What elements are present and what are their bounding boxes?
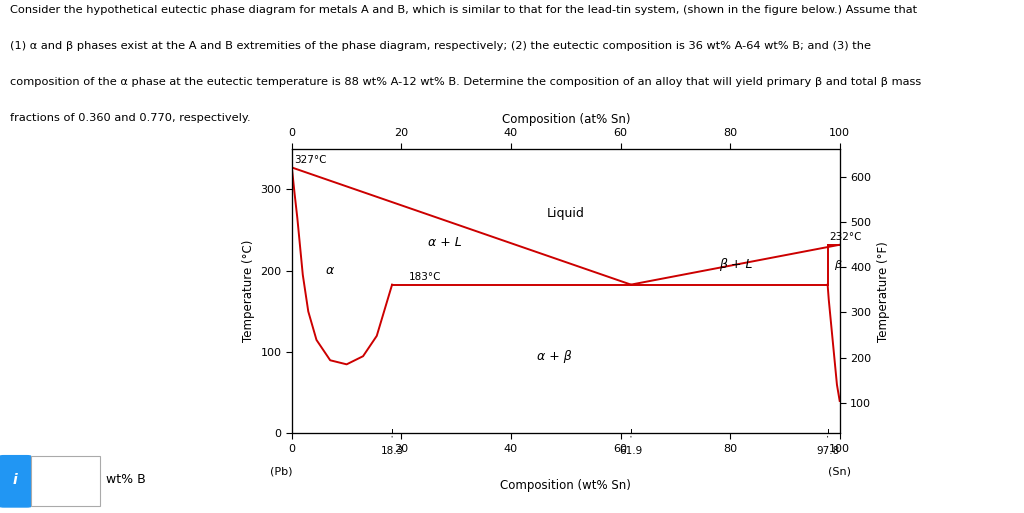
FancyBboxPatch shape [31, 457, 100, 506]
Text: β + L: β + L [719, 258, 753, 271]
Text: 232°C: 232°C [829, 232, 862, 242]
Text: 327°C: 327°C [295, 155, 327, 165]
FancyBboxPatch shape [0, 456, 31, 507]
Text: 61.9: 61.9 [620, 446, 643, 456]
Y-axis label: Temperature (°F): Temperature (°F) [877, 241, 890, 342]
Text: α: α [326, 264, 334, 278]
X-axis label: Composition (at% Sn): Composition (at% Sn) [502, 113, 630, 126]
Text: 18.3: 18.3 [381, 446, 403, 456]
Text: i: i [12, 472, 17, 487]
Text: Liquid: Liquid [547, 207, 585, 221]
Y-axis label: Temperature (°C): Temperature (°C) [242, 240, 255, 342]
Text: α + L: α + L [428, 236, 462, 249]
Text: wt% B: wt% B [106, 473, 146, 486]
Text: 183°C: 183°C [409, 272, 441, 282]
Text: (Pb): (Pb) [269, 466, 292, 476]
Text: fractions of 0.360 and 0.770, respectively.: fractions of 0.360 and 0.770, respective… [10, 113, 251, 123]
Text: (Sn): (Sn) [828, 466, 851, 476]
Text: (1) α and β phases exist at the A and B extremities of the phase diagram, respec: (1) α and β phases exist at the A and B … [10, 41, 871, 51]
Text: β: β [835, 260, 842, 270]
Text: α + β: α + β [538, 350, 572, 363]
Text: Consider the hypothetical eutectic phase diagram for metals A and B, which is si: Consider the hypothetical eutectic phase… [10, 5, 918, 15]
Text: composition of the α phase at the eutectic temperature is 88 wt% A-12 wt% B. Det: composition of the α phase at the eutect… [10, 77, 922, 87]
Text: 97.8: 97.8 [816, 446, 840, 456]
X-axis label: Composition (wt% Sn): Composition (wt% Sn) [501, 479, 631, 492]
